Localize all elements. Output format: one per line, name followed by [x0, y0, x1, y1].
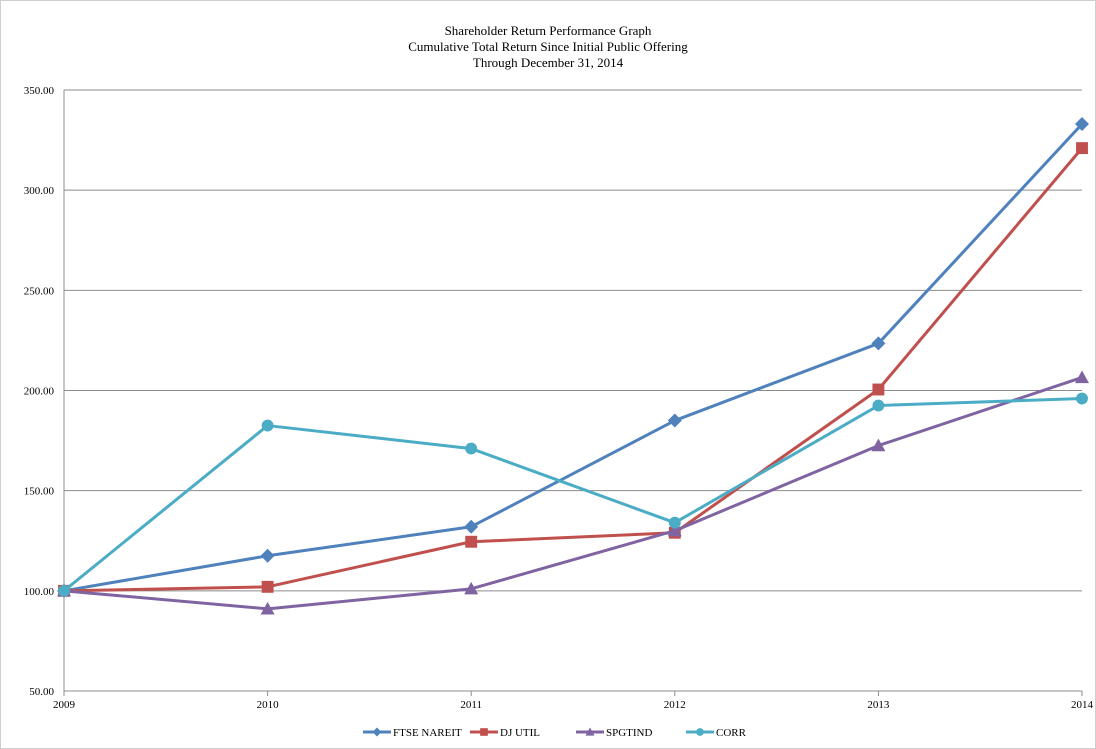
y-tick-label: 50.00	[29, 686, 54, 698]
y-tick-label: 250.00	[24, 285, 55, 297]
data-point-corr	[261, 419, 274, 432]
data-point-spgtind	[464, 581, 479, 595]
x-tick-label: 2009	[53, 699, 76, 711]
data-point-ftse-nareit	[667, 413, 682, 428]
data-point-dj-util	[261, 580, 274, 593]
legend-marker-spgtind	[585, 727, 595, 736]
data-point-ftse-nareit	[871, 336, 886, 351]
y-tick-label: 200.00	[24, 386, 55, 398]
data-point-dj-util	[872, 383, 885, 396]
data-point-corr	[668, 516, 681, 529]
y-tick-label: 150.00	[24, 486, 55, 498]
series-line-dj-util	[63, 147, 1084, 593]
data-point-spgtind	[260, 601, 275, 615]
data-point-spgtind	[667, 523, 682, 537]
data-point-dj-util	[1076, 142, 1088, 155]
data-point-ftse-nareit	[464, 519, 479, 534]
x-tick-label: 2013	[867, 699, 890, 711]
data-point-spgtind	[1075, 370, 1089, 384]
data-point-ftse-nareit	[1075, 117, 1089, 132]
legend-marker-corr	[696, 728, 704, 736]
x-tick-label: 2014	[1071, 699, 1094, 711]
legend-label-dj-util: DJ UTIL	[500, 727, 540, 739]
x-tick-label: 2012	[664, 699, 686, 711]
chart-title-line-1: Shareholder Return Performance Graph	[444, 23, 652, 38]
series-line-ftse-nareit	[63, 123, 1084, 593]
data-point-corr	[58, 584, 70, 597]
chart-title-line-2: Cumulative Total Return Since Initial Pu…	[408, 39, 688, 54]
data-point-ftse-nareit	[260, 548, 275, 563]
data-point-corr	[465, 442, 478, 455]
y-tick-label: 300.00	[24, 185, 55, 197]
x-tick-label: 2010	[257, 699, 280, 711]
chart-title-line-3: Through December 31, 2014	[472, 55, 624, 70]
data-point-corr	[872, 399, 885, 412]
y-tick-label: 100.00	[24, 586, 55, 598]
chart-title: Shareholder Return Performance Graph Cum…	[1, 23, 1095, 71]
legend-marker-ftse-nareit	[372, 727, 382, 737]
data-point-dj-util	[465, 535, 478, 548]
legend-marker-dj-util	[480, 728, 488, 736]
x-tick-label: 2011	[460, 699, 482, 711]
data-point-spgtind	[871, 438, 886, 452]
series-line-corr	[63, 397, 1083, 592]
series-line-spgtind	[63, 376, 1083, 611]
legend-label-spgtind: SPGTIND	[606, 727, 653, 739]
legend-label-ftse-nareit: FTSE NAREIT	[393, 727, 462, 739]
data-point-corr	[1076, 392, 1088, 405]
legend-label-corr: CORR	[716, 727, 747, 739]
y-tick-label: 350.00	[24, 85, 55, 97]
